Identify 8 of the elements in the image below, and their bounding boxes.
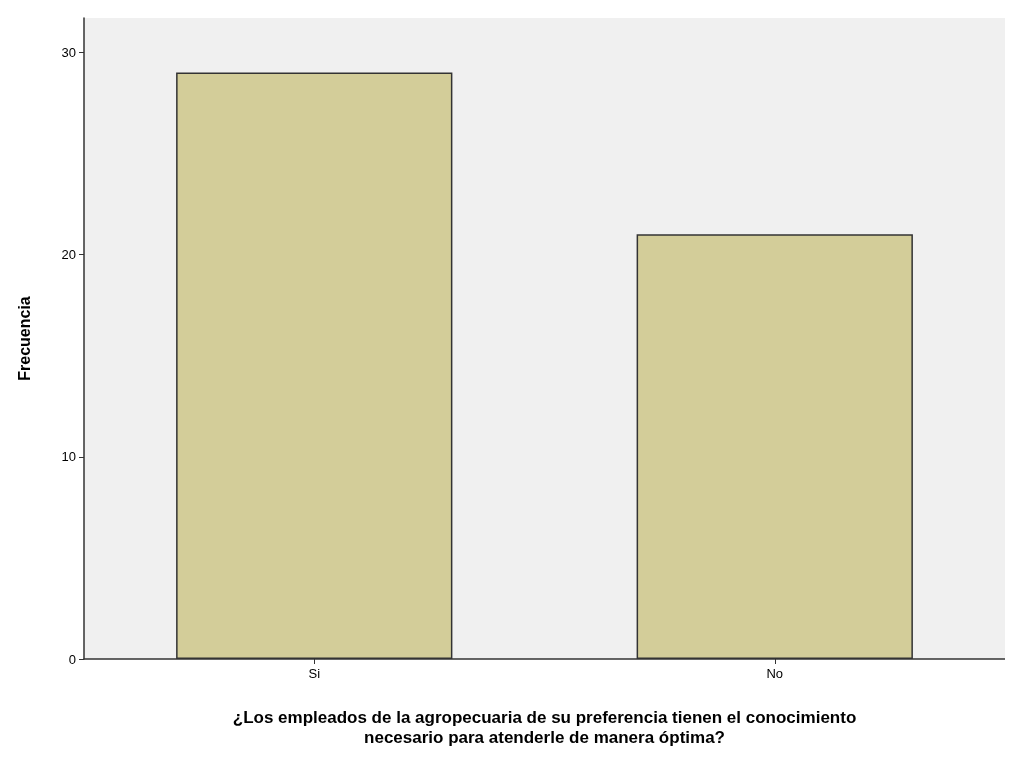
y-tick-label: 30 xyxy=(61,44,76,60)
x-axis-title: ¿Los empleados de la agropecuaria de su preferencia tienen el conocimiento necesario para atenderle de manera óptima? xyxy=(232,707,857,747)
x-tick-label: No xyxy=(766,666,784,681)
y-tick-label: 20 xyxy=(61,247,76,263)
y-tick-label: 0 xyxy=(68,651,76,667)
x-tick-label: Si xyxy=(308,666,321,681)
y-axis-title: Frecuencia xyxy=(15,296,33,381)
y-tick-label: 10 xyxy=(61,449,76,465)
